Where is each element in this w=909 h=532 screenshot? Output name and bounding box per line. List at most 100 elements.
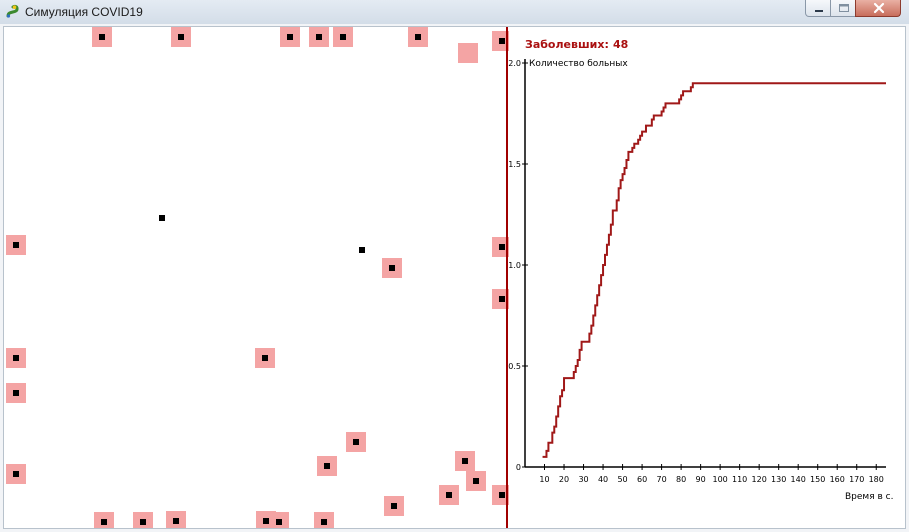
healthy-person (359, 247, 365, 253)
close-button[interactable] (855, 0, 901, 17)
y-tick-label: 0 (516, 463, 521, 472)
infected-person (314, 512, 334, 528)
y-tick-label: 1.0 (508, 261, 521, 270)
person-dot (353, 439, 359, 445)
infected-person (6, 464, 26, 484)
person-dot (359, 247, 365, 253)
infected-person (171, 27, 191, 47)
person-dot (263, 518, 269, 524)
x-tick-label: 50 (617, 475, 627, 484)
x-tick-label: 30 (578, 475, 588, 484)
infected-person (439, 485, 459, 505)
x-tick-label: 180 (869, 475, 884, 484)
infected-person (384, 496, 404, 516)
person-dot (473, 478, 479, 484)
infected-counter-value: 48 (613, 38, 628, 51)
infected-person (269, 512, 289, 528)
maximize-button[interactable] (830, 0, 856, 17)
x-tick-label: 150 (810, 475, 825, 484)
pygame-canvas: Заболевших: 48 Количество больных Время … (3, 26, 906, 529)
person-dot (499, 38, 505, 44)
infected-person (166, 511, 186, 528)
person-dot (446, 492, 452, 498)
y-tick-label: 0.5 (508, 362, 521, 371)
person-dot (316, 34, 322, 40)
infected-person (92, 27, 112, 47)
infected-person (317, 456, 337, 476)
infected-person (455, 451, 475, 471)
infected-person (492, 485, 509, 505)
y-tick-label: 1.5 (508, 160, 521, 169)
close-icon (873, 2, 885, 14)
simulation-area (6, 27, 509, 528)
person-dot (13, 355, 19, 361)
infected-person (280, 27, 300, 47)
y-tick-label: 2.0 (508, 59, 521, 68)
title-bar[interactable]: Симуляция COVID19 (0, 0, 909, 24)
person-dot (173, 518, 179, 524)
x-tick-label: 140 (791, 475, 806, 484)
person-dot (159, 215, 165, 221)
person-dot (262, 355, 268, 361)
x-tick-label: 10 (539, 475, 549, 484)
person-dot (101, 519, 107, 525)
person-dot (499, 492, 505, 498)
person-dot (276, 519, 282, 525)
x-tick-label: 100 (712, 475, 727, 484)
infected-person (492, 237, 509, 257)
x-tick-label: 60 (637, 475, 647, 484)
y-axis-title: Количество больных (529, 59, 628, 69)
infected-person (333, 27, 353, 47)
person-dot (13, 390, 19, 396)
x-tick-label: 110 (732, 475, 747, 484)
infected-person (255, 348, 275, 368)
minimize-button[interactable] (805, 0, 831, 17)
x-tick-label: 90 (696, 475, 706, 484)
person-dot (99, 34, 105, 40)
person-dot (287, 34, 293, 40)
person-dot (13, 471, 19, 477)
infection-halo (458, 43, 478, 63)
pygame-snake-icon (6, 4, 19, 18)
person-dot (340, 34, 346, 40)
x-tick-label: 130 (771, 475, 786, 484)
person-dot (389, 265, 395, 271)
person-dot (391, 503, 397, 509)
infected-counter-label: Заболевших: (525, 38, 609, 51)
minimize-icon (815, 10, 823, 12)
x-tick-label: 120 (752, 475, 767, 484)
person-dot (13, 242, 19, 248)
person-dot (321, 519, 327, 525)
x-tick-label: 170 (849, 475, 864, 484)
infected-person (492, 289, 509, 309)
infected-person (6, 348, 26, 368)
maximize-icon (839, 4, 849, 12)
infected-person (382, 258, 402, 278)
infected-person (309, 27, 329, 47)
infected-person (492, 31, 509, 51)
x-axis-title: Время в с. (845, 492, 893, 502)
person-dot (324, 463, 330, 469)
infected-person (133, 512, 153, 528)
x-tick-label: 20 (559, 475, 569, 484)
person-dot (462, 458, 468, 464)
infected-person (6, 235, 26, 255)
x-tick-label: 80 (676, 475, 686, 484)
infected-count-line (542, 82, 886, 458)
infected-person (466, 471, 486, 491)
infected-person (94, 512, 114, 528)
infection-chart: Заболевших: 48 Количество больных Время … (506, 27, 893, 528)
x-tick-label: 70 (657, 475, 667, 484)
infected-person (458, 43, 478, 63)
person-dot (178, 34, 184, 40)
infected-person (408, 27, 428, 47)
person-dot (415, 34, 421, 40)
infected-person (346, 432, 366, 452)
person-dot (140, 519, 146, 525)
infected-person (6, 383, 26, 403)
x-tick-label: 40 (598, 475, 608, 484)
person-dot (499, 244, 505, 250)
window-title: Симуляция COVID19 (25, 5, 143, 19)
x-tick-label: 160 (830, 475, 845, 484)
